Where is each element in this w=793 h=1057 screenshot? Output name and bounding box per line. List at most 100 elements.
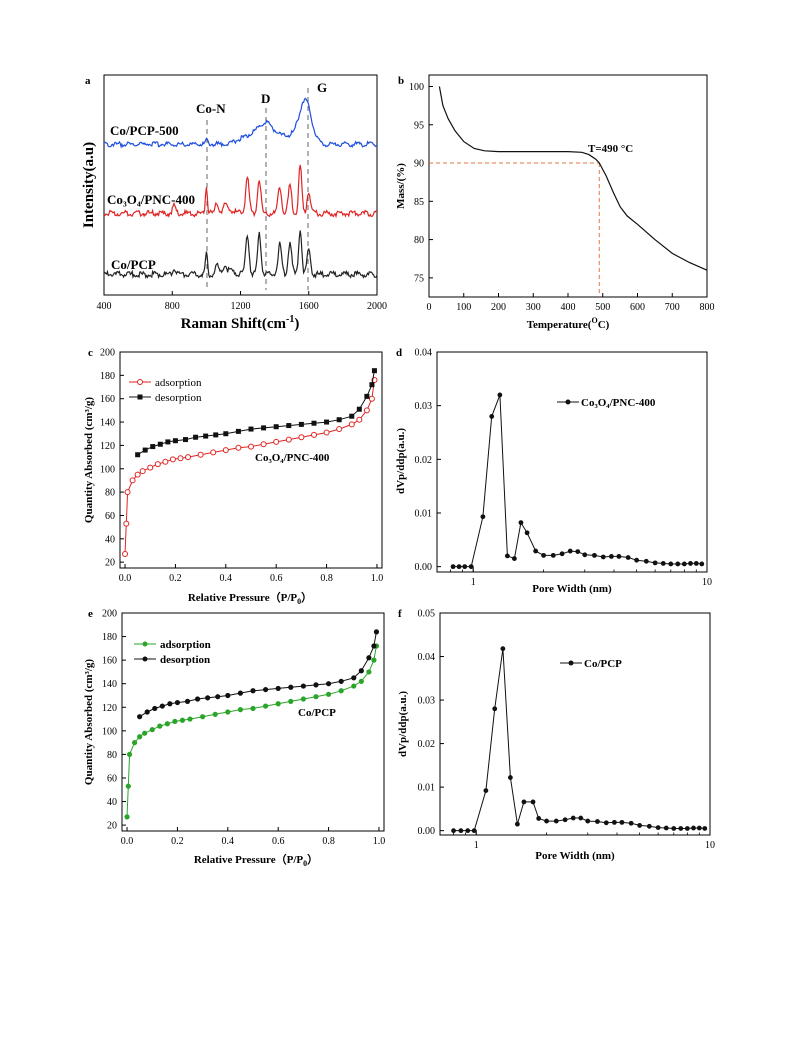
data-point-desorption	[167, 701, 173, 707]
data-point-desorption	[137, 714, 143, 720]
psd-data-point	[511, 556, 517, 561]
psd-data-point	[684, 826, 690, 831]
panel-c-x-axis-label: Relative Pressure（P/P0）	[188, 591, 312, 606]
x-tick-label: 400	[97, 301, 112, 312]
data-point-desorption	[364, 393, 370, 399]
psd-data-point	[637, 823, 643, 828]
y-tick-label: 0.03	[415, 401, 433, 412]
y-tick-label: 120	[100, 441, 115, 452]
psd-data-point	[675, 561, 681, 567]
y-tick-label: 40	[105, 534, 115, 545]
data-point-desorption	[371, 368, 377, 374]
data-point-desorption	[250, 688, 256, 694]
y-tick-label: 140	[102, 679, 117, 690]
panel-c-letter: c	[88, 347, 93, 359]
y-tick-label: 80	[105, 488, 115, 499]
panel-e-x-axis-label: Relative Pressure（P/P0）	[194, 853, 318, 868]
panel-a-letter: a	[85, 75, 91, 87]
data-point-desorption	[275, 685, 281, 692]
legend-label-adsorption: adsorption	[155, 377, 202, 389]
data-point-adsorption	[149, 727, 155, 733]
psd-data-point	[691, 825, 696, 831]
psd-data-point	[500, 646, 506, 652]
data-point-adsorption	[124, 489, 131, 496]
psd-data-point	[567, 548, 573, 554]
panel-d-plot	[450, 392, 705, 570]
data-point-desorption	[152, 705, 158, 712]
x-tick-label: 1	[471, 577, 476, 588]
psd-data-point	[544, 818, 549, 824]
psd-data-point	[451, 828, 456, 834]
y-tick-label: 100	[100, 464, 115, 475]
x-tick-label: 0.2	[169, 573, 182, 584]
psd-data-point	[652, 560, 658, 566]
legend-label-desorption-e: desorption	[160, 654, 210, 666]
panel-d-x-axis-label: Pore Width (nm)	[532, 583, 612, 595]
legend-marker-f	[568, 660, 574, 666]
psd-data-point	[616, 554, 622, 559]
series-line-adsorption	[124, 379, 375, 555]
psd-data-point	[489, 413, 495, 419]
annotation-co-n: Co-N	[196, 101, 226, 116]
x-tick-label: 700	[665, 302, 680, 313]
panel-c-y-axis-label: Quantity Absorbed (cm³/g)	[83, 397, 95, 523]
data-point-desorption	[371, 643, 377, 649]
data-point-desorption	[150, 444, 156, 450]
x-tick-label: 2000	[367, 301, 387, 312]
series-label-co3o4-pnc-400: Co₃O₄/PNC-400	[107, 192, 195, 207]
panel-e-ticks: 0.0 0.2 0.4 0.6 0.8 1.0 20 40 60 80 100 120 140 160 18…	[102, 609, 385, 848]
x-tick-label: 0	[427, 302, 432, 313]
sample-label-co3o4-pnc-400: Co₃O₄/PNC-400	[255, 452, 330, 464]
panel-d-ticks: 1 10 0.00 0.01 0.02 0.03 0.04	[415, 348, 713, 589]
panel-e-plot	[124, 629, 380, 820]
sample-label-co-pcp: Co/PCP	[298, 707, 336, 719]
annotation-temperature: T=490 °C	[588, 143, 633, 155]
psd-data-point	[619, 819, 625, 825]
panel-c-legend: adsorption desorption	[129, 377, 202, 404]
data-point-desorption	[172, 438, 178, 444]
psd-data-point	[536, 816, 542, 821]
psd-data-point	[592, 552, 597, 558]
y-tick-label: 0.04	[415, 348, 433, 359]
raman-trace-co-pcp-500	[103, 97, 378, 149]
psd-line	[453, 648, 705, 832]
panel-d-legend: Co₃O₄/PNC-400	[557, 397, 656, 409]
data-point-desorption	[193, 434, 199, 440]
y-tick-label: 60	[105, 511, 115, 522]
psd-data-point	[492, 706, 498, 712]
y-tick-label: 80	[107, 750, 117, 761]
data-point-desorption	[213, 432, 219, 438]
data-point-adsorption	[325, 691, 332, 697]
data-point-adsorption	[177, 455, 184, 462]
psd-data-point	[608, 554, 614, 559]
psd-data-point	[696, 825, 702, 831]
legend-marker-desorption-e	[142, 656, 148, 662]
x-tick-label: 0.2	[171, 836, 184, 847]
panel-b-ticks: 0 100 200 300 400 500 600 700 800 75 80 85 90 95 100	[409, 82, 715, 313]
psd-data-point	[575, 549, 581, 555]
data-point-adsorption	[142, 730, 148, 736]
data-point-adsorption	[134, 471, 141, 478]
data-point-adsorption	[348, 421, 355, 428]
data-point-adsorption	[323, 429, 330, 436]
y-tick-label: 0.02	[418, 739, 436, 750]
psd-data-point	[643, 558, 649, 564]
psd-data-point	[628, 820, 634, 826]
data-point-adsorption	[123, 520, 130, 527]
psd-data-point	[611, 819, 617, 825]
data-point-adsorption	[313, 694, 319, 700]
x-tick-label: 200	[491, 302, 506, 313]
data-point-desorption	[313, 682, 319, 688]
data-point-desorption	[324, 419, 330, 425]
data-point-adsorption	[137, 734, 143, 740]
psd-data-point	[688, 561, 693, 566]
data-point-adsorption	[157, 723, 163, 729]
x-tick-label: 0.0	[121, 836, 134, 847]
legend-label-desorption: desorption	[155, 392, 202, 404]
data-point-desorption	[369, 382, 375, 388]
data-point-adsorption	[124, 814, 130, 820]
x-tick-label: 1600	[299, 301, 319, 312]
legend-label-d: Co₃O₄/PNC-400	[581, 397, 656, 409]
psd-data-point	[625, 555, 631, 560]
